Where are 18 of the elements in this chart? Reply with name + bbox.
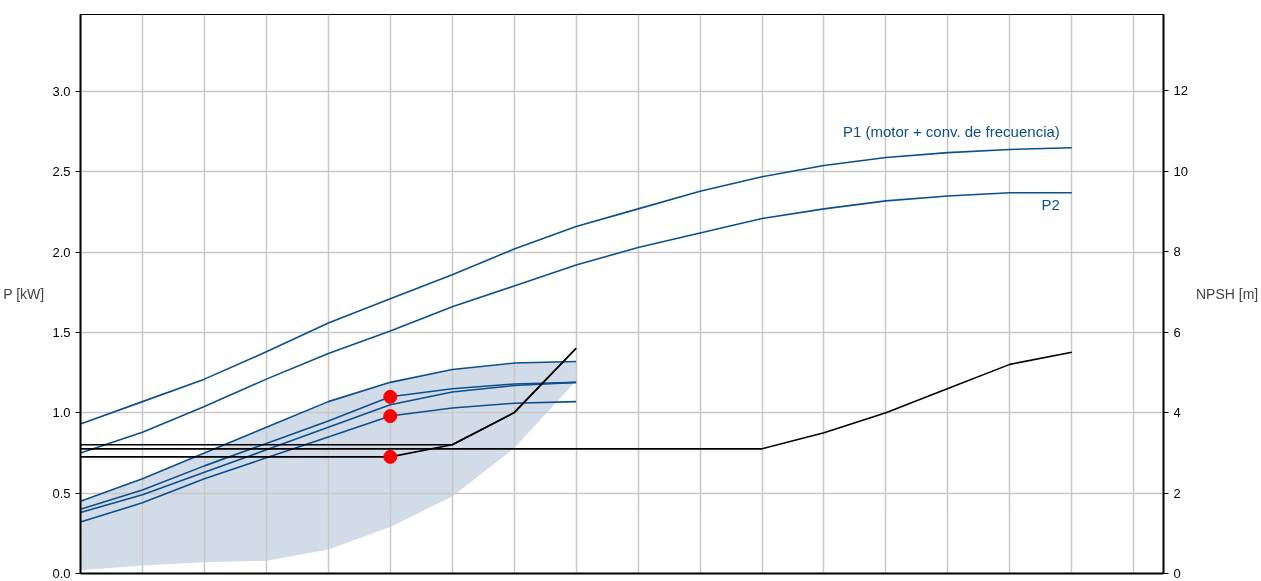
- y-tick-label: 0.0: [52, 566, 71, 581]
- y-axis-title: P [kW]: [3, 286, 45, 302]
- series-label: P1 (motor + conv. de frecuencia): [842, 122, 1060, 140]
- y2-tick-label: 12: [1173, 83, 1188, 99]
- y-tick-label: 1.0: [52, 405, 71, 421]
- series-label: P2: [1041, 195, 1060, 213]
- y2-tick-label: 2: [1173, 485, 1181, 501]
- y-tick-label: 3.0: [52, 84, 71, 100]
- y2-tick-label: 6: [1173, 324, 1181, 340]
- y2-tick-label: 0: [1173, 566, 1181, 581]
- y-tick-label: 1.5: [52, 325, 71, 341]
- y2-tick-label: 10: [1173, 163, 1188, 179]
- y-tick-label: 2.0: [52, 244, 71, 260]
- y-tick-label: 0.5: [52, 485, 71, 501]
- y2-tick-label: 4: [1173, 405, 1181, 421]
- y2-axis-title: NPSH [m]: [1195, 286, 1259, 302]
- y-tick-label: 2.5: [52, 164, 71, 180]
- y2-tick-label: 8: [1173, 244, 1181, 260]
